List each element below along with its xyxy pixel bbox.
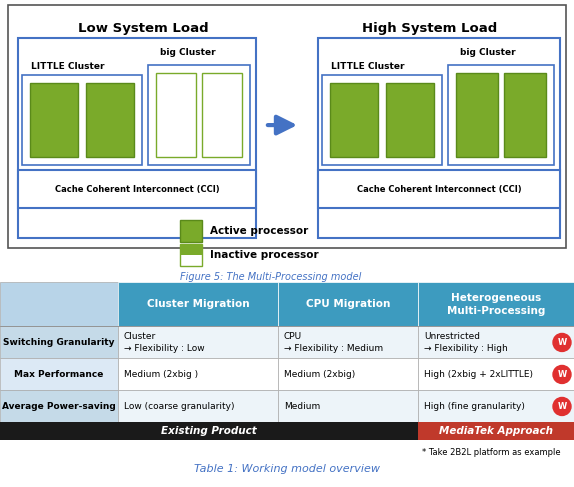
Bar — [180, 220, 202, 242]
Text: Average Power-saving: Average Power-saving — [2, 402, 116, 411]
Text: CPU0: CPU0 — [41, 115, 67, 125]
Text: Inactive processor: Inactive processor — [210, 250, 319, 260]
Text: Existing Product: Existing Product — [161, 427, 257, 436]
Text: LITTLE Cluster: LITTLE Cluster — [331, 62, 405, 71]
Text: Low (coarse granularity): Low (coarse granularity) — [124, 402, 235, 411]
Text: CPU
→ Flexibility : Medium: CPU → Flexibility : Medium — [284, 333, 383, 353]
Bar — [118, 282, 278, 326]
Bar — [278, 326, 418, 358]
Bar — [118, 358, 278, 391]
Bar — [118, 326, 278, 358]
Bar — [504, 73, 546, 157]
Bar — [180, 244, 202, 255]
Text: * Take 2B2L platform as example: * Take 2B2L platform as example — [422, 448, 561, 457]
Text: Max Performance: Max Performance — [14, 370, 104, 379]
Bar — [0, 282, 118, 326]
Text: big Cluster: big Cluster — [160, 48, 216, 57]
Text: CPU0: CPU0 — [340, 115, 367, 125]
Text: Medium (2xbig): Medium (2xbig) — [284, 370, 355, 379]
Circle shape — [553, 397, 571, 415]
Bar — [18, 170, 256, 208]
Text: W: W — [557, 338, 567, 347]
Bar — [118, 391, 278, 422]
Text: W: W — [557, 370, 567, 379]
Text: W: W — [557, 402, 567, 411]
Bar — [0, 391, 118, 422]
Bar — [322, 75, 442, 165]
Text: CPU1: CPU1 — [96, 115, 123, 125]
Bar — [180, 244, 202, 266]
Bar — [448, 65, 554, 165]
Text: big Cluster: big Cluster — [460, 48, 516, 57]
Text: High System Load: High System Load — [362, 22, 498, 35]
Text: Medium (2xbig ): Medium (2xbig ) — [124, 370, 198, 379]
Text: CPU0: CPU0 — [464, 111, 490, 120]
Bar — [18, 38, 256, 238]
Bar — [180, 255, 202, 266]
Bar — [8, 5, 566, 248]
Text: CPU0: CPU0 — [162, 111, 189, 120]
Bar — [0, 326, 118, 358]
Text: CPU1: CPU1 — [208, 111, 235, 120]
Bar — [278, 358, 418, 391]
Bar — [148, 65, 250, 165]
Bar — [30, 83, 78, 157]
Circle shape — [553, 365, 571, 383]
Text: CPU1: CPU1 — [397, 115, 424, 125]
Bar — [86, 83, 134, 157]
Bar — [0, 358, 118, 391]
Text: LITTLE Cluster: LITTLE Cluster — [31, 62, 104, 71]
Text: Active processor: Active processor — [210, 226, 308, 236]
Bar — [278, 391, 418, 422]
Text: Heterogeneous
Multi-Processing: Heterogeneous Multi-Processing — [447, 293, 545, 316]
Text: Medium: Medium — [284, 402, 320, 411]
Bar — [318, 170, 560, 208]
Circle shape — [553, 334, 571, 352]
Bar — [456, 73, 498, 157]
Text: MediaTek Approach: MediaTek Approach — [439, 427, 553, 436]
Text: Cache Coherent Interconnect (CCI): Cache Coherent Interconnect (CCI) — [356, 185, 521, 194]
Bar — [386, 83, 434, 157]
Text: High (2xbig + 2xLITTLE): High (2xbig + 2xLITTLE) — [424, 370, 533, 379]
Text: Unrestricted
→ Flexibility : High: Unrestricted → Flexibility : High — [424, 333, 508, 353]
Bar — [330, 83, 378, 157]
Text: Cache Coherent Interconnect (CCI): Cache Coherent Interconnect (CCI) — [55, 185, 219, 194]
Text: CPU1: CPU1 — [511, 111, 538, 120]
Bar — [156, 73, 196, 157]
Bar — [418, 326, 574, 358]
Text: High (fine granularity): High (fine granularity) — [424, 402, 525, 411]
Bar — [318, 38, 560, 238]
Bar — [418, 282, 574, 326]
Text: Cluster Migration: Cluster Migration — [147, 300, 249, 309]
Text: Switching Granularity: Switching Granularity — [3, 338, 115, 347]
Text: Cluster
→ Flexibility : Low: Cluster → Flexibility : Low — [124, 333, 204, 353]
Bar — [22, 75, 142, 165]
Bar — [418, 422, 574, 440]
Text: Table 1: Working model overview: Table 1: Working model overview — [194, 464, 380, 474]
Bar — [202, 73, 242, 157]
Text: Figure 5: The Multi-Processing model: Figure 5: The Multi-Processing model — [180, 272, 362, 282]
Bar — [418, 391, 574, 422]
Text: CPU Migration: CPU Migration — [306, 300, 390, 309]
Bar — [278, 282, 418, 326]
Bar — [418, 358, 574, 391]
Bar — [0, 422, 418, 440]
Text: Low System Load: Low System Load — [77, 22, 208, 35]
